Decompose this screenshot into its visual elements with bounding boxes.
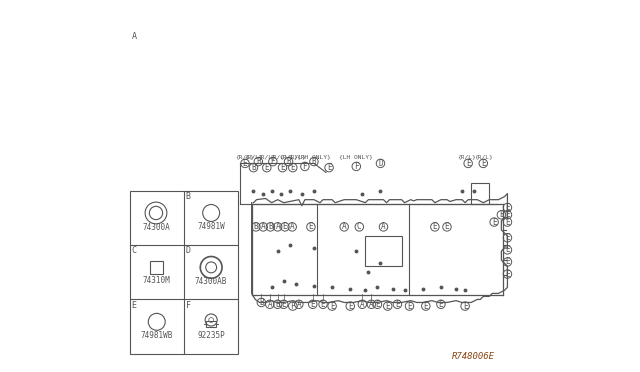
Text: E: E bbox=[271, 157, 275, 166]
Text: E: E bbox=[466, 159, 470, 168]
Text: E: E bbox=[291, 163, 295, 172]
Text: E: E bbox=[505, 246, 509, 254]
Text: F: F bbox=[303, 162, 307, 171]
Text: E: E bbox=[505, 203, 509, 212]
Text: E: E bbox=[505, 270, 509, 279]
Text: {R/L}: {R/L} bbox=[287, 154, 307, 159]
Bar bbox=[150, 261, 163, 274]
Text: B: B bbox=[251, 163, 256, 172]
Text: B: B bbox=[253, 222, 258, 231]
Text: B: B bbox=[275, 300, 280, 309]
Text: E: E bbox=[407, 302, 412, 311]
Text: E: E bbox=[243, 159, 247, 168]
Text: A: A bbox=[381, 222, 386, 231]
Text: R748006E: R748006E bbox=[452, 352, 495, 361]
Bar bbox=[206, 321, 216, 327]
Text: A: A bbox=[275, 222, 280, 231]
Text: 92235P: 92235P bbox=[197, 331, 225, 340]
Text: E: E bbox=[492, 218, 497, 227]
Bar bbox=[471, 183, 490, 204]
Text: E: E bbox=[327, 163, 332, 172]
Text: E: E bbox=[499, 210, 504, 219]
Text: F: F bbox=[354, 162, 358, 171]
Text: E: E bbox=[321, 300, 325, 309]
Text: {LH ONLY}: {LH ONLY} bbox=[339, 154, 373, 159]
Text: C: C bbox=[131, 246, 136, 255]
Text: {R/L}: {R/L} bbox=[269, 154, 288, 159]
Text: F: F bbox=[186, 301, 191, 310]
Text: E: E bbox=[131, 301, 136, 310]
Text: E: E bbox=[481, 159, 486, 168]
Text: B: B bbox=[259, 298, 264, 307]
Text: E: E bbox=[424, 302, 428, 311]
Text: {R/L}: {R/L} bbox=[474, 154, 493, 159]
Text: E: E bbox=[438, 300, 444, 309]
Text: B: B bbox=[186, 192, 191, 201]
Text: A: A bbox=[261, 222, 266, 231]
Text: {R/L}: {R/L} bbox=[257, 154, 276, 159]
Text: E: E bbox=[348, 302, 353, 311]
Text: C: C bbox=[357, 222, 362, 231]
Text: B: B bbox=[286, 157, 291, 166]
Text: E: E bbox=[463, 302, 467, 311]
Text: E: E bbox=[505, 218, 509, 227]
Text: {R/L}: {R/L} bbox=[236, 154, 254, 159]
Text: 74981W: 74981W bbox=[197, 222, 225, 231]
Text: B: B bbox=[256, 157, 260, 166]
Text: E: E bbox=[385, 302, 390, 311]
Text: E: E bbox=[445, 222, 449, 231]
Text: E: E bbox=[330, 302, 335, 311]
Text: 74300AB: 74300AB bbox=[195, 278, 227, 286]
Text: {R/L}: {R/L} bbox=[279, 154, 298, 159]
Text: {RH ONLY}: {RH ONLY} bbox=[297, 154, 331, 159]
Text: E: E bbox=[280, 163, 285, 172]
Text: F: F bbox=[291, 302, 295, 311]
Text: E: E bbox=[264, 163, 269, 172]
Text: E: E bbox=[308, 222, 313, 231]
Text: E: E bbox=[505, 257, 509, 266]
Text: E: E bbox=[283, 222, 287, 231]
Text: A: A bbox=[296, 300, 301, 309]
Text: A: A bbox=[360, 300, 365, 309]
Text: E: E bbox=[505, 233, 509, 242]
Text: 74310M: 74310M bbox=[143, 276, 171, 285]
Text: B: B bbox=[268, 222, 273, 231]
Text: E: E bbox=[375, 300, 380, 309]
Text: D: D bbox=[186, 246, 191, 255]
Text: E: E bbox=[282, 300, 286, 309]
Text: E: E bbox=[310, 300, 315, 309]
Text: {R/L}: {R/L} bbox=[458, 154, 476, 159]
Text: A: A bbox=[369, 300, 374, 309]
Text: A: A bbox=[131, 32, 136, 41]
Bar bbox=[129, 190, 238, 354]
Text: {R/L}: {R/L} bbox=[244, 154, 263, 159]
Text: E: E bbox=[433, 222, 437, 231]
Text: A: A bbox=[268, 300, 272, 309]
Text: E: E bbox=[395, 300, 400, 309]
Text: B: B bbox=[312, 157, 316, 166]
Text: 74300A: 74300A bbox=[142, 223, 170, 232]
Text: A: A bbox=[342, 222, 346, 231]
Text: D: D bbox=[378, 159, 383, 168]
Text: 74981WB: 74981WB bbox=[141, 331, 173, 340]
Text: E: E bbox=[505, 210, 509, 219]
Bar bbox=[365, 236, 402, 266]
Text: A: A bbox=[290, 222, 294, 231]
